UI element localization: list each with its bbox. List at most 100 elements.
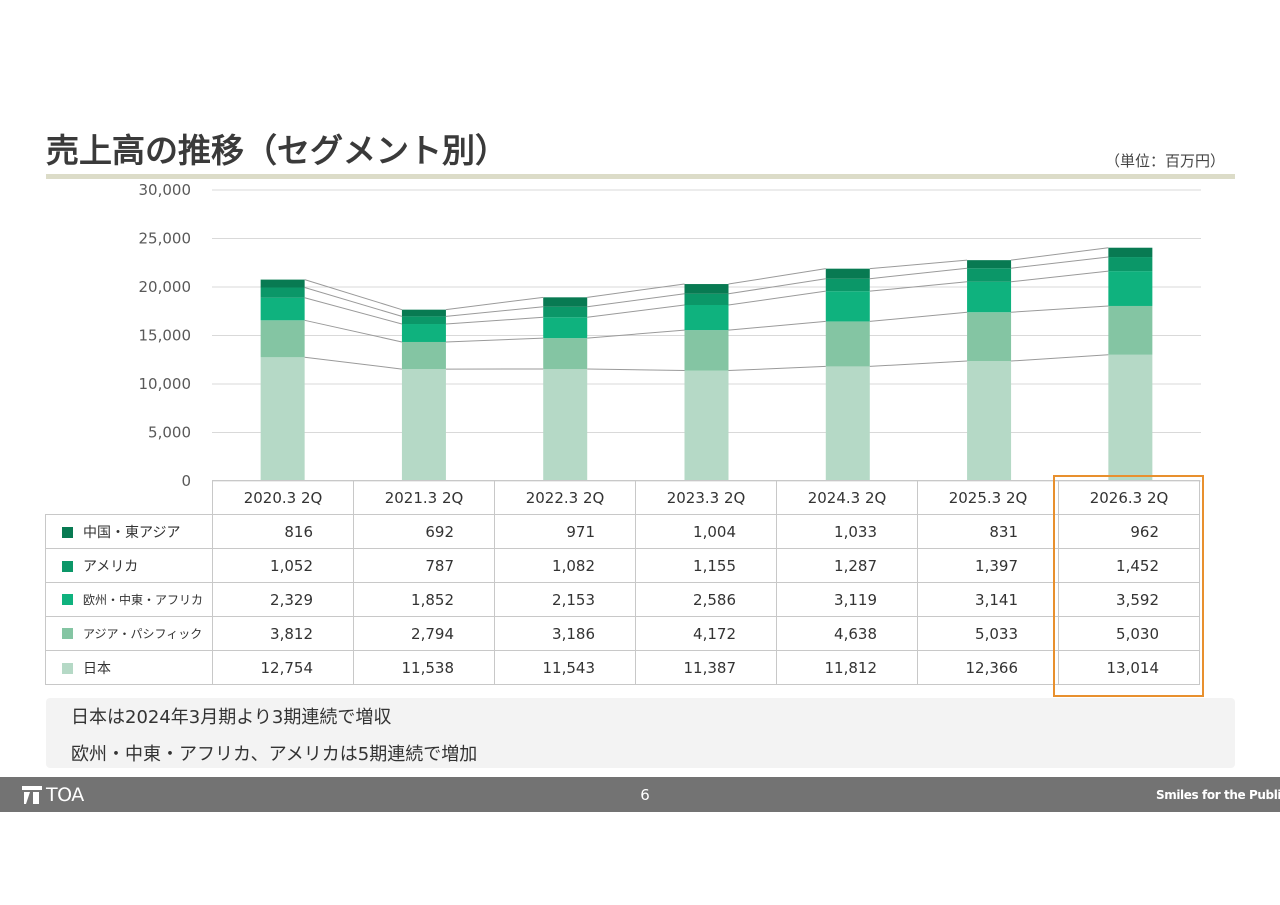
legend-label-cell: 欧州・中東・アフリカ (45, 582, 213, 617)
legend-entry: 欧州・中東・アフリカ (83, 593, 204, 607)
data-value-cell: 1,052 (212, 548, 354, 583)
data-value-cell: 1,004 (635, 514, 777, 549)
bar-segment (967, 260, 1012, 269)
series-connector-line (1011, 354, 1109, 362)
data-value-cell: 3,141 (917, 582, 1059, 617)
legend-label-cell: 日本 (45, 650, 213, 685)
title-underline (46, 174, 1235, 179)
bar-segment (684, 304, 729, 331)
data-value-cell: 5,033 (917, 616, 1059, 651)
category-header-cell: 2023.3 2Q (635, 480, 777, 515)
series-connector-line (445, 296, 544, 311)
y-tick-label: 10,000 (139, 375, 192, 393)
data-value-cell: 2,153 (494, 582, 636, 617)
bar-segment (684, 370, 729, 481)
bar-segment (825, 321, 870, 367)
series-connector-line (869, 311, 968, 322)
legend-swatch (62, 628, 73, 639)
bar-segment (401, 309, 446, 317)
legend-entry: アジア・パシフィック (83, 627, 203, 641)
series-connector-line (869, 281, 968, 292)
bar-segment (401, 341, 446, 370)
series-connector-line (728, 320, 826, 331)
data-value-cell: 11,812 (776, 650, 918, 685)
toa-logo: TOA (22, 784, 84, 806)
data-value-cell: 1,033 (776, 514, 918, 549)
bar-segment (825, 278, 870, 292)
bar-segment (967, 281, 1012, 313)
data-value-cell: 3,812 (212, 616, 354, 651)
bar-segment (260, 357, 305, 481)
bar-segment (1108, 271, 1153, 306)
y-tick-label: 20,000 (139, 278, 192, 296)
bar-segment (260, 320, 305, 358)
series-connector-line (1011, 270, 1109, 283)
table-row: アメリカ 1,052 787 1,082 1,155 1,287 1,397 1,452 (45, 548, 1200, 583)
series-connector-line (1011, 305, 1109, 313)
series-connector-line (304, 356, 402, 370)
data-value-cell: 11,543 (494, 650, 636, 685)
data-value-cell: 2,794 (353, 616, 495, 651)
table-corner-cell (45, 480, 213, 515)
data-value-cell: 12,754 (212, 650, 354, 685)
series-connector-line (304, 287, 403, 317)
data-value-cell: 1,397 (917, 548, 1059, 583)
table-row: 欧州・中東・アフリカ 2,329 1,852 2,153 2,586 3,119 3,141… (45, 582, 1200, 617)
table-row: アジア・パシフィック 3,812 2,794 3,186 4,172 4,638 5,033… (45, 616, 1200, 651)
bar-segment (1108, 257, 1153, 272)
y-tick-label: 25,000 (139, 230, 192, 248)
table-header-row: 2020.3 2Q 2021.3 2Q 2022.3 2Q 2023.3 2Q 2024… (45, 480, 1200, 515)
data-table: 2020.3 2Q 2021.3 2Q 2022.3 2Q 2023.3 2Q 2024… (45, 480, 1200, 685)
bar-segment (543, 317, 588, 339)
bar-segment (1108, 305, 1153, 355)
data-value-cell: 787 (353, 548, 495, 583)
slogan: Smiles for the Public (1156, 788, 1280, 802)
table-row: 日本 12,754 11,538 11,543 11,387 11,812 12,366 13… (45, 650, 1200, 685)
bar-segment (1108, 247, 1153, 258)
category-header-cell: 2025.3 2Q (917, 480, 1059, 515)
series-connector-line (728, 365, 826, 372)
data-value-cell: 1,082 (494, 548, 636, 583)
series-connector-line (587, 293, 685, 308)
data-value-cell: 962 (1058, 514, 1200, 549)
y-tick-label: 15,000 (139, 327, 192, 345)
data-value-cell: 12,366 (917, 650, 1059, 685)
table-row: 中国・東アジア 816 692 971 1,004 1,033 831 962 (45, 514, 1200, 549)
series-connector-line (445, 306, 544, 317)
logo-text: TOA (46, 784, 84, 806)
data-value-cell: 11,538 (353, 650, 495, 685)
series-connector-line (728, 268, 826, 285)
legend-swatch (62, 662, 73, 674)
bar-segment (684, 330, 729, 371)
data-value-cell: 2,329 (212, 582, 354, 617)
data-value-cell: 5,030 (1058, 616, 1200, 651)
legend-entry: 中国・東アジア (83, 524, 181, 541)
y-tick-label: 5,000 (148, 424, 191, 442)
data-value-cell: 3,592 (1058, 582, 1200, 617)
series-connector-line (728, 290, 826, 306)
legend-entry: 日本 (83, 660, 111, 677)
series-connector-line (445, 316, 544, 325)
page-number: 6 (640, 786, 650, 804)
legend-label-cell: アメリカ (45, 548, 213, 583)
bar-segment (684, 284, 729, 294)
bar-segment (401, 369, 446, 481)
category-header-cell: 2024.3 2Q (776, 480, 918, 515)
category-header-cell: 2022.3 2Q (494, 480, 636, 515)
legend-label-cell: アジア・パシフィック (45, 616, 213, 651)
series-connector-line (587, 304, 685, 318)
series-connector-line (587, 283, 685, 298)
data-value-cell: 816 (212, 514, 354, 549)
series-connector-line (304, 319, 403, 343)
footer-bar: TOA 6 Smiles for the Public (0, 777, 1280, 812)
series-connector-line (869, 360, 968, 367)
data-value-cell: 971 (494, 514, 636, 549)
bar-segment (967, 361, 1012, 481)
note-text: 日本は2024年3月期より3期連続で増収 (71, 707, 392, 728)
bar-segment (543, 306, 588, 318)
data-value-cell: 11,387 (635, 650, 777, 685)
category-header-cell: 2020.3 2Q (212, 480, 354, 515)
legend-swatch (62, 560, 73, 572)
series-connector-line (1011, 247, 1109, 261)
